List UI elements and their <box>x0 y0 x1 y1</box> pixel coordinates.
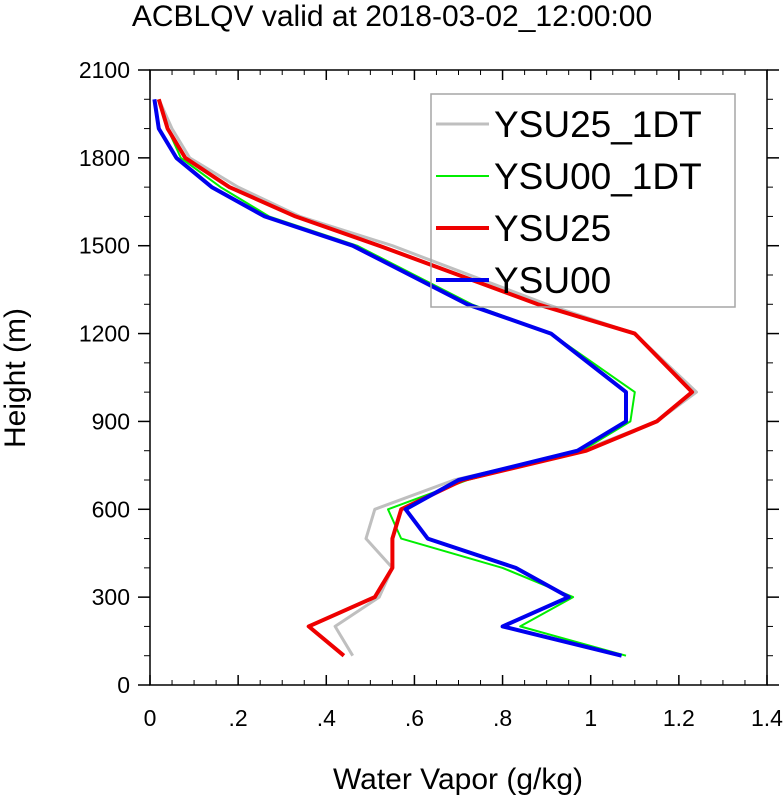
x-tick-label: 1.2 <box>663 705 695 731</box>
x-tick-label: 0 <box>144 705 157 731</box>
x-axis-label: Water Vapor (g/kg) <box>333 763 583 796</box>
y-tick-label: 600 <box>92 496 130 522</box>
legend: YSU25_1DT YSU00_1DT YSU25 YSU00 <box>430 93 736 308</box>
y-tick-label: 900 <box>92 408 130 434</box>
legend-label-ysu00-1dt: YSU00_1DT <box>494 156 702 197</box>
y-tick-label: 0 <box>117 672 130 698</box>
x-tick-label: 1.4 <box>751 705 783 731</box>
series-lines <box>152 98 698 658</box>
x-tick-label: .4 <box>317 705 336 731</box>
y-tick-label: 1200 <box>79 321 130 347</box>
y-tick-label: 300 <box>92 584 130 610</box>
series-line-ysu25 <box>156 98 695 658</box>
legend-box <box>430 93 736 308</box>
x-tick-label: .6 <box>405 705 424 731</box>
axes-ticks: 0 .2 .4 .6 .8 1 1.2 1.4 0 300 600 900 1200 1500 1800 21… <box>79 57 783 731</box>
series-line-ysu00 <box>152 99 628 658</box>
y-tick-label: 2100 <box>79 57 130 83</box>
legend-label-ysu25: YSU25 <box>494 208 611 249</box>
y-axis-label: Height (m) <box>0 308 32 448</box>
x-tick-label: .2 <box>229 705 248 731</box>
series-line-ysu00-1dt <box>157 99 636 657</box>
x-tick-label: .8 <box>493 705 512 731</box>
legend-label-ysu25-1dt: YSU25_1DT <box>494 104 702 145</box>
y-tick-label: 1500 <box>79 233 130 259</box>
x-tick-label: 1 <box>584 705 597 731</box>
legend-label-ysu00: YSU00 <box>494 260 611 301</box>
y-tick-label: 1800 <box>79 145 130 171</box>
chart-title: ACBLQV valid at 2018-03-02_12:00:00 <box>131 0 653 33</box>
